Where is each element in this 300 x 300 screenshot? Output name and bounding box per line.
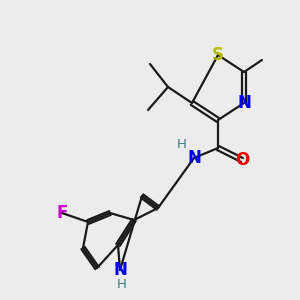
Text: N: N — [187, 149, 201, 167]
Text: H: H — [177, 139, 187, 152]
Text: N: N — [237, 94, 251, 112]
Text: H: H — [117, 278, 127, 292]
Text: S: S — [212, 46, 224, 64]
Text: O: O — [235, 151, 249, 169]
Text: F: F — [56, 204, 68, 222]
Text: N: N — [113, 261, 127, 279]
